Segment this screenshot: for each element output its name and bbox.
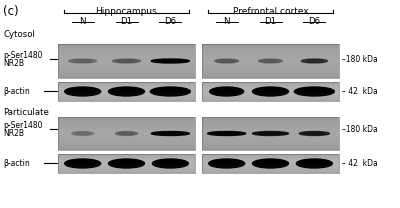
Ellipse shape (305, 60, 324, 62)
Text: –180 kDa: –180 kDa (342, 125, 378, 134)
Ellipse shape (153, 88, 187, 93)
Ellipse shape (108, 159, 144, 168)
Text: D1: D1 (264, 17, 276, 26)
Ellipse shape (299, 131, 329, 135)
Ellipse shape (252, 131, 288, 135)
Ellipse shape (252, 87, 288, 96)
Text: D1: D1 (120, 17, 132, 26)
Ellipse shape (150, 87, 190, 96)
Text: N: N (80, 17, 86, 26)
Ellipse shape (210, 87, 244, 96)
Text: NR2B: NR2B (3, 129, 24, 137)
Ellipse shape (258, 132, 283, 135)
Ellipse shape (155, 160, 186, 165)
Ellipse shape (255, 88, 286, 93)
Ellipse shape (258, 59, 282, 63)
Text: Particulate: Particulate (3, 108, 49, 117)
Text: Hippocampus: Hippocampus (96, 7, 157, 16)
Text: – 42  kDa: – 42 kDa (342, 158, 378, 167)
Bar (58, 117, 195, 150)
Ellipse shape (69, 59, 97, 63)
Text: p-Ser1480: p-Ser1480 (3, 51, 42, 59)
Ellipse shape (297, 88, 331, 93)
Bar (58, 154, 195, 173)
Text: β-actin: β-actin (3, 87, 30, 95)
Ellipse shape (294, 87, 334, 96)
Ellipse shape (208, 131, 246, 135)
Text: NR2B: NR2B (3, 58, 24, 68)
Ellipse shape (108, 87, 144, 96)
Ellipse shape (255, 160, 286, 165)
Text: N: N (224, 17, 230, 26)
Text: (c): (c) (3, 5, 19, 18)
Text: D6: D6 (164, 17, 176, 26)
Ellipse shape (213, 132, 240, 135)
Ellipse shape (151, 131, 189, 135)
Bar (202, 117, 339, 150)
Bar (202, 154, 339, 173)
Ellipse shape (211, 160, 242, 165)
Ellipse shape (112, 59, 140, 63)
Ellipse shape (111, 160, 142, 165)
Ellipse shape (262, 60, 279, 62)
Ellipse shape (117, 60, 136, 62)
Ellipse shape (151, 59, 189, 63)
Text: D6: D6 (308, 17, 320, 26)
Ellipse shape (116, 131, 138, 135)
Ellipse shape (119, 132, 134, 135)
Ellipse shape (152, 159, 188, 168)
Text: Prefrontal cortex: Prefrontal cortex (233, 7, 308, 16)
Ellipse shape (252, 159, 288, 168)
Ellipse shape (304, 132, 325, 135)
Bar (58, 82, 195, 101)
Bar (202, 44, 339, 78)
Ellipse shape (65, 159, 101, 168)
Ellipse shape (218, 60, 235, 62)
Ellipse shape (67, 160, 98, 165)
Ellipse shape (301, 59, 327, 63)
Ellipse shape (157, 132, 184, 135)
Ellipse shape (65, 87, 101, 96)
Text: Cytosol: Cytosol (3, 30, 35, 39)
Bar (202, 82, 339, 101)
Ellipse shape (73, 60, 92, 62)
Ellipse shape (75, 132, 90, 135)
Bar (58, 44, 195, 78)
Ellipse shape (157, 60, 184, 62)
Text: p-Ser1480: p-Ser1480 (3, 120, 42, 130)
Ellipse shape (215, 59, 239, 63)
Ellipse shape (111, 88, 142, 93)
Ellipse shape (299, 160, 330, 165)
Ellipse shape (212, 88, 241, 93)
Text: – 42  kDa: – 42 kDa (342, 87, 378, 95)
Ellipse shape (67, 88, 98, 93)
Text: β-actin: β-actin (3, 158, 30, 167)
Ellipse shape (296, 159, 332, 168)
Ellipse shape (72, 131, 94, 135)
Ellipse shape (209, 159, 245, 168)
Text: –180 kDa: –180 kDa (342, 54, 378, 63)
